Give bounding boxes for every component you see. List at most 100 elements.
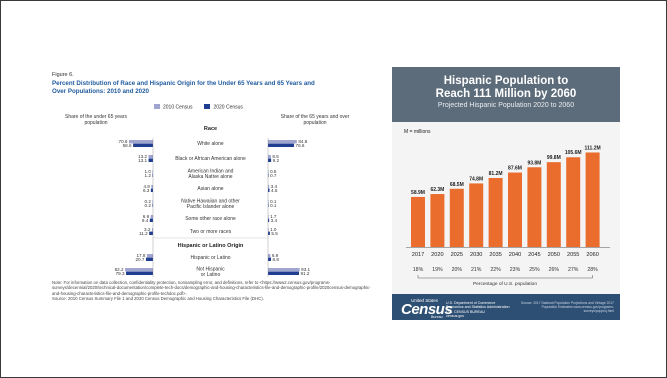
pct-label-2055: 27% [568, 267, 579, 273]
dept-line: Economics and Statistics Administration [446, 305, 510, 310]
label-over65-2010-hispanic-or-latino: 6.9 [272, 253, 279, 258]
year-tick-2025: 2025 [451, 252, 463, 258]
bar-2040 [508, 172, 522, 247]
dept-line: census.gov [446, 313, 465, 318]
bar-over65-2020-native-hawaiian-and-other-pacific-islander-alone [268, 203, 269, 207]
value-label-2060: 111.2M [585, 145, 601, 151]
label-under65-2020-white-alone: 58.6 [123, 143, 132, 148]
category-label-not-hispanic-or-latino: Not Hispanic or Latino [196, 267, 225, 279]
label-under65-2020-not-hispanic-or-latino: 79.3 [116, 271, 125, 276]
legend-2020: 2020 Census [204, 104, 243, 111]
logo-census: Census [401, 301, 453, 318]
label-under65-2010-asian-alone: 4.9 [143, 184, 150, 189]
category-label-native-hawaiian-and-other-pacific-islander-alone: Native Hawaiian and other Pacific Islande… [181, 199, 240, 211]
value-label-2045: 93.8M [527, 160, 541, 166]
label-over65-2010-some-other-race-alone: 1.7 [270, 214, 277, 219]
bar-over65-2020-white-alone [268, 143, 295, 147]
label-over65-2010-not-hispanic-or-latino: 93.1 [301, 267, 310, 272]
pct-label-2035: 22% [490, 267, 501, 273]
year-tick-2020: 2020 [431, 252, 443, 258]
bar-2025 [449, 188, 464, 247]
bar-2050 [546, 162, 561, 247]
year-tick-2017: 2017 [412, 252, 424, 258]
bar-2035 [488, 177, 503, 247]
year-tick-2040: 2040 [509, 252, 521, 258]
race-hispanic-figure: Figure 6. Percent Distribution of Race a… [52, 72, 374, 322]
label-over65-2020-asian-alone: 4.5 [271, 188, 278, 193]
label-over65-2020-hispanic-or-latino: 8.8 [272, 257, 279, 262]
bar-over65-2020-american-indian-and-alaska-native-alone [268, 173, 269, 177]
label-under65-2010-some-other-race-alone: 6.9 [143, 214, 150, 219]
category-label-american-indian-and-alaska-native-alone: American Indian and Alaska Native alone [188, 169, 234, 181]
year-tick-2035: 2035 [489, 252, 501, 258]
label-under65-2020-two-or-more-races: 11.2 [139, 231, 148, 236]
bar-under65-2010-native-hawaiian-and-other-pacific-islander-alone [152, 200, 153, 204]
source-text: Source: 2010 Census Summary File 1 and 2… [52, 295, 264, 301]
infographic-subtitle: Projected Hispanic Population 2020 to 20… [437, 102, 575, 109]
pct-bracket [417, 275, 593, 279]
value-label-2017: 58.9M [411, 190, 425, 196]
category-label-asian-alone: Asian alone [197, 186, 223, 192]
hispanic-group-header: Hispanic or Latino Origin [178, 243, 244, 249]
title-line-1: Hispanic Population to [443, 75, 569, 87]
bar-over65-2010-asian-alone [268, 185, 270, 189]
bar-under65-2020-asian-alone [150, 188, 153, 192]
value-label-2035: 81.2M [489, 171, 503, 177]
infographic-title: Hispanic Population to Reach 111 Million… [392, 75, 620, 101]
logo-bureau: Bureau [431, 315, 443, 319]
category-label-hispanic-or-latino: Hispanic or Latino [190, 255, 230, 261]
hispanic-projection-infographic: Hispanic Population to Reach 111 Million… [392, 67, 620, 320]
bar-over65-2010-native-hawaiian-and-other-pacific-islander-alone [268, 200, 269, 204]
figure-title: Percent Distribution of Race and Hispani… [52, 80, 315, 95]
bar-under65-2020-two-or-more-races [149, 231, 153, 235]
dept-line: U.S. Department of Commerce [446, 301, 496, 305]
bar-under65-2010-american-indian-and-alaska-native-alone [152, 170, 153, 174]
label-under65-2020-some-other-race-alone: 9.4 [142, 218, 149, 223]
label-under65-2010-black-or-african-american-alone: 13.2 [138, 154, 147, 159]
figure-number: Figure 6. [52, 72, 74, 78]
bar-over65-2010-some-other-race-alone [268, 215, 269, 219]
bar-under65-2020-some-other-race-alone [149, 218, 153, 222]
label-over65-2020-native-hawaiian-and-other-pacific-islander-alone: 0.1 [270, 203, 277, 208]
label-over65-2020-white-alone: 76.6 [296, 143, 305, 148]
butterfly-chart: Race Hispanic or Latino Origin 70.658.6 84.… [115, 126, 311, 279]
label-under65-2010-two-or-more-races: 3.2 [144, 227, 151, 232]
label-over65-2010-white-alone: 84.8 [298, 139, 307, 144]
bar-over65-2010-two-or-more-races [268, 228, 269, 232]
value-label-2025: 68.5M [450, 182, 464, 188]
bar-over65-2010-white-alone [268, 140, 297, 144]
year-tick-2060: 2060 [586, 252, 598, 258]
pct-label-2020: 19% [432, 267, 443, 273]
pct-label-2017: 18% [413, 267, 424, 273]
bar-2030 [469, 183, 484, 247]
label-over65-2010-american-indian-and-alaska-native-alone: 0.5 [270, 169, 277, 174]
title-line-2: Reach 111 Million by 2060 [435, 88, 577, 100]
label-under65-2020-black-or-african-american-alone: 13.1 [138, 158, 147, 163]
bar-over65-2020-some-other-race-alone [268, 218, 270, 222]
year-tick-2050: 2050 [548, 252, 560, 258]
figure-legend: 2010 Census 2020 Census [154, 104, 243, 111]
bar-under65-2020-native-hawaiian-and-other-pacific-islander-alone [152, 203, 153, 207]
value-label-2055: 105.6M [565, 150, 582, 156]
bar-under65-2020-black-or-african-american-alone [148, 158, 153, 162]
bar-2060 [585, 152, 600, 247]
bar-under65-2010-two-or-more-races [151, 228, 153, 232]
bar-under65-2010-not-hispanic-or-latino [125, 268, 153, 272]
pct-label-2050: 26% [549, 267, 560, 273]
bar-over65-2010-black-or-african-american-alone [268, 155, 271, 159]
legend-swatch-2010 [154, 104, 160, 109]
right-panel-header: Share of the 65 years and over populatio… [280, 114, 350, 126]
logo-united-states: United States [411, 298, 439, 303]
legend-2010: 2010 Census [154, 104, 192, 111]
bar-under65-2020-white-alone [133, 143, 153, 147]
label-over65-2020-american-indian-and-alaska-native-alone: 0.7 [270, 173, 277, 178]
bar-over65-2020-hispanic-or-latino [268, 257, 271, 261]
category-label-black-or-african-american-alone: Black or African American alone [175, 156, 246, 162]
bar-over65-2010-hispanic-or-latino [268, 254, 271, 258]
pct-axis-label: Percentage of U.S. population [473, 281, 537, 287]
pct-label-2045: 25% [529, 267, 540, 273]
infographic-source: Source: 2017 National Population Project… [520, 301, 614, 314]
label-over65-2020-two-or-more-races: 5.5 [271, 231, 278, 236]
label-under65-2010-not-hispanic-or-latino: 82.2 [115, 267, 124, 272]
value-label-2040: 87.6M [508, 166, 522, 172]
